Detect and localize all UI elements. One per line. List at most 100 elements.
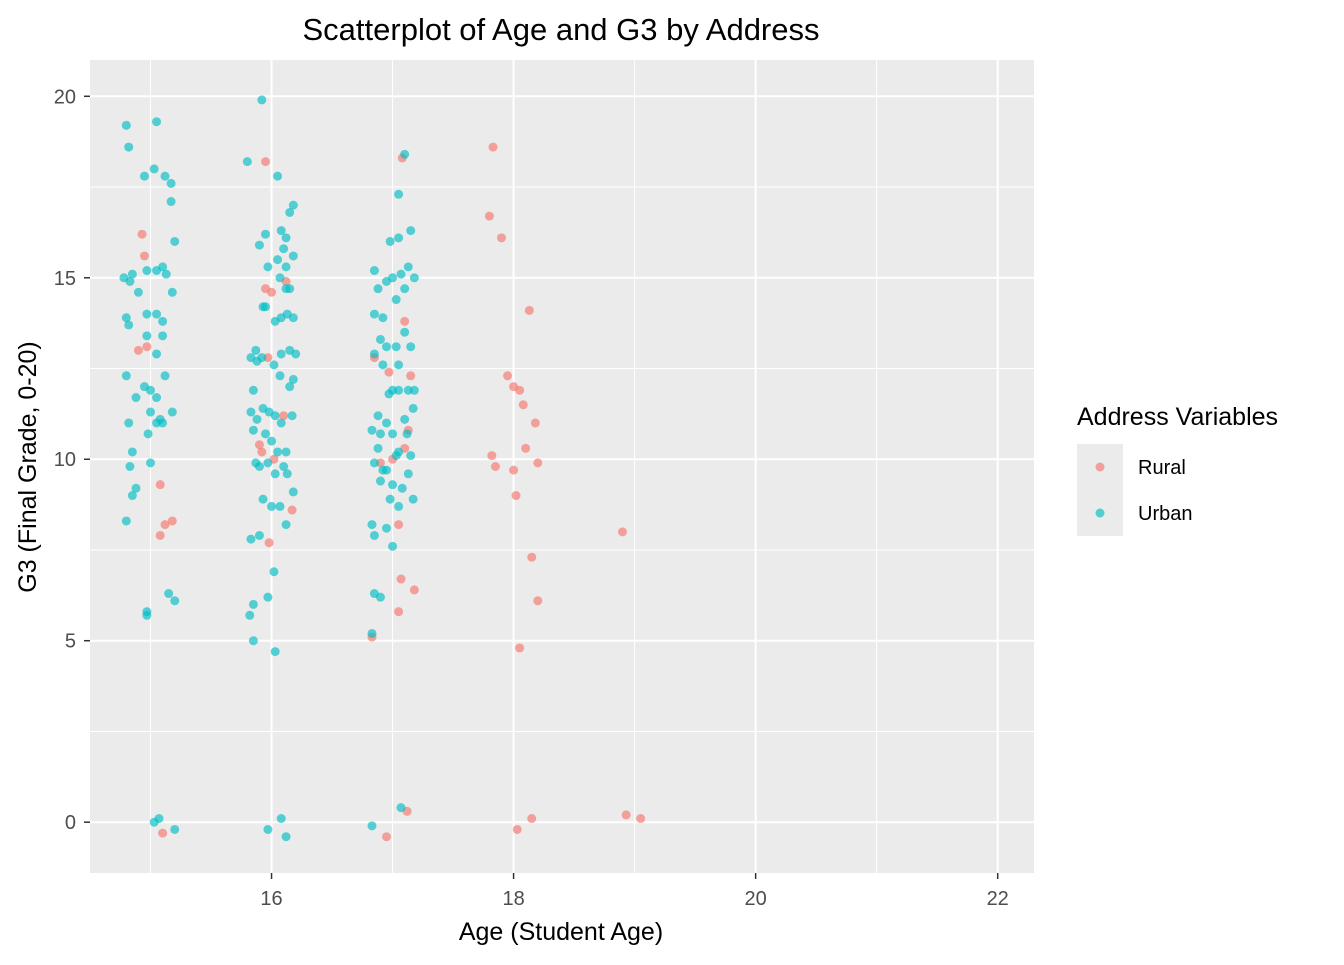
data-point-rural (167, 516, 177, 526)
data-point-rural (636, 814, 646, 824)
data-point-urban (170, 236, 180, 246)
data-point-urban (263, 262, 273, 272)
data-point-rural (267, 287, 277, 297)
data-point-urban (394, 189, 404, 199)
data-point-urban (285, 284, 295, 294)
data-point-urban (270, 469, 280, 479)
data-point-urban (142, 331, 152, 341)
data-point-urban (276, 226, 286, 236)
data-point-urban (373, 284, 383, 294)
data-point-urban (260, 429, 270, 439)
data-point-urban (142, 266, 152, 276)
data-point-rural (254, 440, 264, 450)
data-point-urban (391, 295, 401, 305)
grid-major (90, 60, 1034, 873)
data-point-rural (509, 465, 519, 475)
data-point-urban (375, 334, 385, 344)
chart-title: Scatterplot of Age and G3 by Address (303, 12, 820, 47)
plot-panel (90, 60, 1034, 873)
data-point-urban (276, 349, 286, 359)
legend-swatch-urban (1095, 508, 1105, 518)
data-point-urban (273, 447, 283, 457)
data-point-urban (257, 353, 267, 363)
data-point-rural (496, 233, 506, 243)
data-point-urban (258, 494, 268, 504)
data-point-urban (367, 520, 377, 530)
data-point-rural (394, 520, 404, 530)
data-point-urban (167, 287, 177, 297)
data-point-rural (533, 596, 543, 606)
data-point-urban (131, 483, 141, 493)
data-point-urban (276, 418, 286, 428)
x-axis-label: Age (Student Age) (459, 918, 663, 946)
data-point-urban (394, 233, 404, 243)
data-point-urban (124, 320, 134, 330)
data-point-urban (260, 229, 270, 239)
data-point-urban (281, 447, 291, 457)
data-point-urban (158, 316, 168, 326)
data-point-urban (254, 240, 264, 250)
data-point-urban (269, 567, 279, 577)
data-point-urban (400, 284, 410, 294)
data-point-urban (142, 610, 152, 620)
data-point-urban (160, 371, 170, 381)
legend-label-rural: Rural (1138, 457, 1186, 479)
data-point-urban (245, 610, 255, 620)
x-axis-ticks: 16 18 20 22 (260, 873, 1009, 910)
data-point-urban (152, 309, 162, 319)
data-point-urban (285, 207, 295, 217)
data-point-rural (515, 385, 525, 395)
data-point-urban (375, 476, 385, 486)
data-point-urban (409, 273, 419, 283)
data-point-urban (388, 480, 398, 490)
data-point-rural (160, 520, 170, 530)
x-tick-label: 22 (987, 888, 1009, 910)
grid-minor (90, 60, 1034, 873)
data-point-urban (394, 385, 404, 395)
x-tick-label: 18 (502, 888, 524, 910)
data-point-urban (408, 403, 418, 413)
data-point-urban (281, 520, 291, 530)
data-point-urban (158, 418, 168, 428)
data-point-urban (382, 523, 392, 533)
data-point-urban (385, 494, 395, 504)
data-point-urban (273, 171, 283, 181)
data-point-urban (288, 487, 298, 497)
data-point-urban (152, 349, 162, 359)
data-point-urban (367, 821, 377, 831)
data-point-urban (406, 451, 416, 461)
data-point-rural (264, 538, 274, 548)
data-point-urban (396, 269, 406, 279)
data-point-urban (367, 628, 377, 638)
data-point-urban (170, 824, 180, 834)
data-point-urban (403, 262, 413, 272)
data-point-rural (521, 443, 531, 453)
data-point-urban (124, 418, 134, 428)
data-point-rural (155, 530, 165, 540)
data-point-urban (369, 458, 379, 468)
data-point-urban (158, 331, 168, 341)
data-points (119, 95, 646, 842)
data-point-urban (369, 309, 379, 319)
data-point-rural (527, 814, 537, 824)
data-point-urban (375, 592, 385, 602)
data-point-urban (149, 164, 159, 174)
data-point-urban (269, 360, 279, 370)
legend-swatch-rural (1095, 462, 1105, 472)
data-point-urban (125, 462, 135, 471)
series-rural (133, 142, 646, 842)
data-point-urban (378, 313, 388, 323)
data-point-urban (281, 233, 291, 243)
data-point-urban (260, 302, 270, 312)
data-point-urban (146, 407, 156, 417)
data-point-urban (373, 411, 383, 421)
data-point-urban (369, 530, 379, 540)
data-point-urban (394, 501, 404, 511)
data-point-urban (242, 157, 252, 167)
data-point-urban (161, 269, 171, 279)
x-tick-label: 20 (745, 888, 767, 910)
y-axis-ticks: 0 5 10 15 20 (54, 86, 90, 834)
y-tick-label: 20 (54, 86, 76, 108)
data-point-urban (403, 469, 413, 479)
data-point-urban (388, 273, 398, 283)
